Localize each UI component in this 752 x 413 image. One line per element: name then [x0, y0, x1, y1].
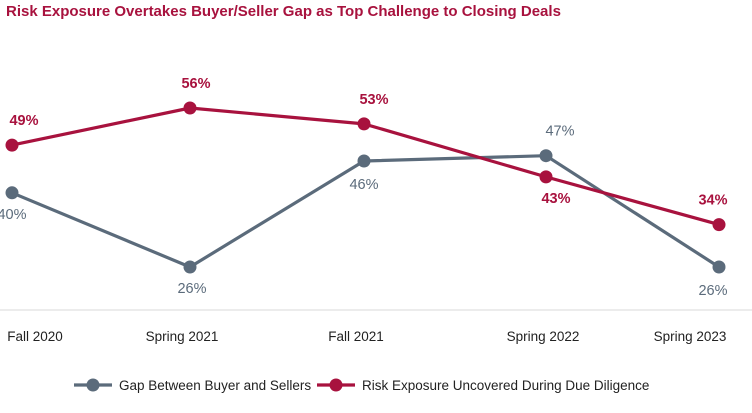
- x-tick-label-5: Spring 2023: [654, 329, 727, 344]
- x-tick-label-3: Fall 2021: [328, 329, 384, 344]
- x-axis-ticks: Fall 2020 Spring 2021 Fall 2021 Spring 2022…: [7, 329, 726, 344]
- chart-title: Risk Exposure Overtakes Buyer/Seller Gap…: [6, 3, 561, 20]
- series-1-data-label-5: 26%: [698, 283, 727, 299]
- series-1-point-4: [539, 149, 553, 163]
- series-1-data-label-2: 26%: [177, 281, 206, 297]
- series-1-data-label-3: 46%: [349, 177, 378, 193]
- series-1-point-3: [357, 154, 371, 168]
- series-1-point-2: [183, 260, 197, 274]
- series-2-data-label-5: 34%: [698, 193, 727, 209]
- series-2-data-label-1: 49%: [9, 113, 38, 129]
- series-2-point-5: [712, 218, 726, 232]
- x-tick-label-1: Fall 2020: [7, 329, 63, 344]
- legend-label-2: Risk Exposure Uncovered During Due Dilig…: [362, 378, 649, 393]
- x-tick-label-4: Spring 2022: [507, 329, 580, 344]
- legend-label-1: Gap Between Buyer and Sellers: [119, 378, 311, 393]
- series-1-point-5: [712, 260, 726, 274]
- x-tick-label-2: Spring 2021: [146, 329, 219, 344]
- series-1-point-1: [5, 186, 19, 200]
- series-2-point-2: [183, 101, 197, 115]
- series-1-data-label-1: 40%: [0, 207, 27, 223]
- series-2-point-1: [5, 138, 19, 152]
- legend-swatch-marker-2: [329, 378, 343, 392]
- series-1-line: [11, 154, 720, 269]
- legend-swatch-marker-1: [86, 378, 100, 392]
- series-2-data-label-4: 43%: [541, 191, 570, 207]
- legend: Gap Between Buyer and Sellers Risk Exposu…: [74, 378, 649, 393]
- series-layer: 40% 26% 46% 47% 26% 49% 56% 53% 43% 34%: [0, 76, 728, 299]
- series-1-data-label-4: 47%: [545, 124, 574, 140]
- series-2-point-3: [357, 117, 371, 131]
- series-2-point-4: [539, 170, 553, 184]
- series-2-data-label-2: 56%: [181, 76, 210, 92]
- series-2-data-label-3: 53%: [359, 92, 388, 108]
